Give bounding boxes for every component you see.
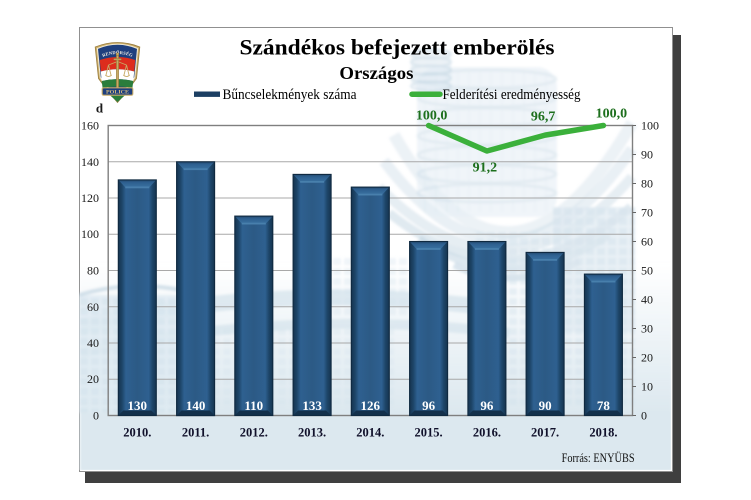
svg-text:20: 20: [641, 351, 653, 365]
svg-text:110: 110: [244, 398, 263, 413]
svg-text:126: 126: [361, 398, 381, 413]
svg-text:2011.: 2011.: [182, 426, 209, 440]
svg-text:2015.: 2015.: [415, 426, 443, 440]
svg-text:90: 90: [539, 398, 552, 413]
svg-text:100,0: 100,0: [596, 107, 628, 122]
svg-text:91,2: 91,2: [473, 161, 498, 176]
svg-text:Szándékos befejezett emberölés: Szándékos befejezett emberölés: [240, 35, 555, 60]
svg-text:2014.: 2014.: [356, 426, 384, 440]
svg-text:Bűncselekmények száma: Bűncselekmények száma: [223, 87, 357, 103]
svg-text:120: 120: [81, 191, 99, 205]
svg-text:30: 30: [641, 322, 653, 336]
svg-text:2012.: 2012.: [240, 426, 268, 440]
svg-text:100,0: 100,0: [416, 109, 448, 124]
svg-text:40: 40: [641, 293, 653, 307]
svg-text:2013.: 2013.: [298, 426, 326, 440]
svg-text:140: 140: [81, 155, 99, 169]
svg-text:100: 100: [641, 119, 659, 133]
svg-text:133: 133: [302, 398, 322, 413]
svg-text:10: 10: [641, 380, 653, 394]
svg-text:160: 160: [81, 119, 99, 133]
svg-text:20: 20: [87, 372, 99, 386]
svg-text:2017.: 2017.: [531, 426, 559, 440]
svg-text:100: 100: [81, 227, 99, 241]
svg-text:90: 90: [641, 148, 653, 162]
svg-text:70: 70: [641, 206, 653, 220]
svg-text:Országos: Országos: [339, 63, 413, 83]
svg-text:40: 40: [87, 336, 99, 350]
svg-text:Forrás: ENYÜBS: Forrás: ENYÜBS: [562, 451, 635, 465]
svg-text:140: 140: [186, 398, 206, 413]
svg-text:60: 60: [641, 235, 653, 249]
svg-text:96: 96: [480, 398, 494, 413]
svg-text:96,7: 96,7: [531, 110, 556, 125]
svg-text:POLICE: POLICE: [106, 89, 129, 95]
svg-text:80: 80: [641, 177, 653, 191]
svg-text:80: 80: [87, 264, 99, 278]
svg-text:60: 60: [87, 300, 99, 314]
svg-text:78: 78: [597, 398, 611, 413]
svg-text:0: 0: [641, 409, 647, 423]
svg-text:d: d: [96, 101, 104, 116]
svg-text:96: 96: [422, 398, 436, 413]
svg-text:50: 50: [641, 264, 653, 278]
svg-text:130: 130: [128, 398, 147, 413]
svg-text:2016.: 2016.: [473, 426, 501, 440]
svg-text:Felderítési eredményesség: Felderítési eredményesség: [443, 87, 581, 103]
svg-text:2010.: 2010.: [123, 426, 151, 440]
svg-text:0: 0: [93, 409, 99, 423]
svg-text:2018.: 2018.: [589, 426, 617, 440]
